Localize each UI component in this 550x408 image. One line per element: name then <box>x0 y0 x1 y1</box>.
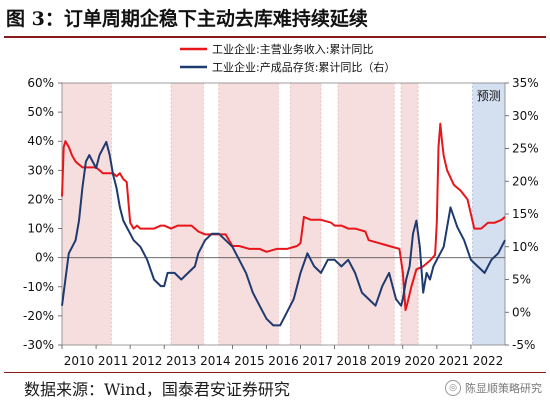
right-tick-label: 35% <box>512 76 539 90</box>
legend-label: 工业企业:主营业务收入:累计同比 <box>212 42 373 56</box>
left-tick-label: 60% <box>27 76 54 90</box>
legend-label: 工业企业:产成品存货:累计同比（右） <box>212 60 395 74</box>
x-tick-label: 2019 <box>370 354 401 368</box>
right-tick-label: 0% <box>512 305 531 319</box>
wechat-icon: ◎ <box>445 380 461 396</box>
destock-band-4 <box>337 82 395 346</box>
right-tick-label: 25% <box>512 142 539 156</box>
left-tick-label: 30% <box>27 163 54 177</box>
left-tick-label: 40% <box>27 134 54 148</box>
x-tick-label: 2018 <box>336 354 367 368</box>
x-tick-label: 2016 <box>268 354 299 368</box>
title-bar: 图 3：订单周期企稳下主动去库难持续延续 <box>0 0 550 34</box>
dual-axis-line-chart: -30% -20% -10% 0% 10% 20% 30% 40% 50% 60% -5% 0% 5% 1… <box>23 42 539 368</box>
axes: -30% -20% -10% 0% 10% 20% 30% 40% 50% 60% -5% 0% 5% 1… <box>23 76 539 368</box>
x-tick-label: 2021 <box>439 354 470 368</box>
left-tick-label: -10% <box>23 280 54 294</box>
revenue-series-line <box>61 122 506 312</box>
inventory-series-line <box>61 140 506 327</box>
title-divider <box>4 36 546 38</box>
footer-divider <box>4 372 546 373</box>
left-tick-label: 20% <box>27 192 54 206</box>
watermark-label: 陈显顺策略研究 <box>465 382 542 395</box>
right-tick-label: 5% <box>512 273 531 287</box>
forecast-annotation: 预测 <box>477 89 501 103</box>
right-tick-label: -5% <box>512 338 535 352</box>
left-tick-label: 50% <box>27 105 54 119</box>
shaded-periods <box>61 82 506 346</box>
destock-band-1 <box>170 82 204 346</box>
right-tick-label: 20% <box>512 174 539 188</box>
right-tick-label: 15% <box>512 207 539 221</box>
x-tick-label: 2012 <box>132 354 163 368</box>
page-title: 图 3：订单周期企稳下主动去库难持续延续 <box>6 8 368 30</box>
x-tick-label: 2015 <box>234 354 265 368</box>
watermark: ◎ 陈显顺策略研究 <box>445 380 542 396</box>
left-tick-label: -20% <box>23 309 54 323</box>
right-tick-label: 30% <box>512 109 539 123</box>
right-tick-label: 10% <box>512 240 539 254</box>
x-tick-label: 2011 <box>98 354 129 368</box>
destock-band-2 <box>218 82 279 346</box>
source-note: 数据来源：Wind，国泰君安证券研究 <box>24 380 290 399</box>
left-tick-label: -30% <box>23 338 54 352</box>
destock-band-5 <box>400 82 419 346</box>
left-tick-label: 10% <box>27 222 54 236</box>
x-tick-label: 2017 <box>302 354 333 368</box>
x-tick-label: 2020 <box>405 354 436 368</box>
destock-band-0 <box>61 82 112 346</box>
x-tick-label: 2013 <box>166 354 197 368</box>
forecast-band-6 <box>472 82 506 346</box>
destock-band-3 <box>289 82 322 346</box>
series-lines <box>61 122 506 327</box>
x-tick-label: 2014 <box>200 354 231 368</box>
x-tick-label: 2022 <box>473 354 504 368</box>
left-tick-label: 0% <box>35 251 54 265</box>
x-tick-label: 2010 <box>64 354 95 368</box>
